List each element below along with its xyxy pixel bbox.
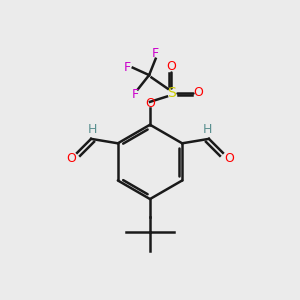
Text: F: F: [131, 88, 138, 101]
Text: F: F: [124, 61, 131, 74]
Text: F: F: [152, 47, 159, 60]
Text: S: S: [167, 86, 176, 100]
Text: O: O: [66, 152, 76, 165]
Text: H: H: [88, 123, 97, 136]
Text: H: H: [203, 123, 212, 136]
Text: O: O: [167, 60, 176, 73]
Text: O: O: [193, 86, 203, 99]
Text: O: O: [145, 97, 155, 110]
Text: O: O: [224, 152, 234, 165]
